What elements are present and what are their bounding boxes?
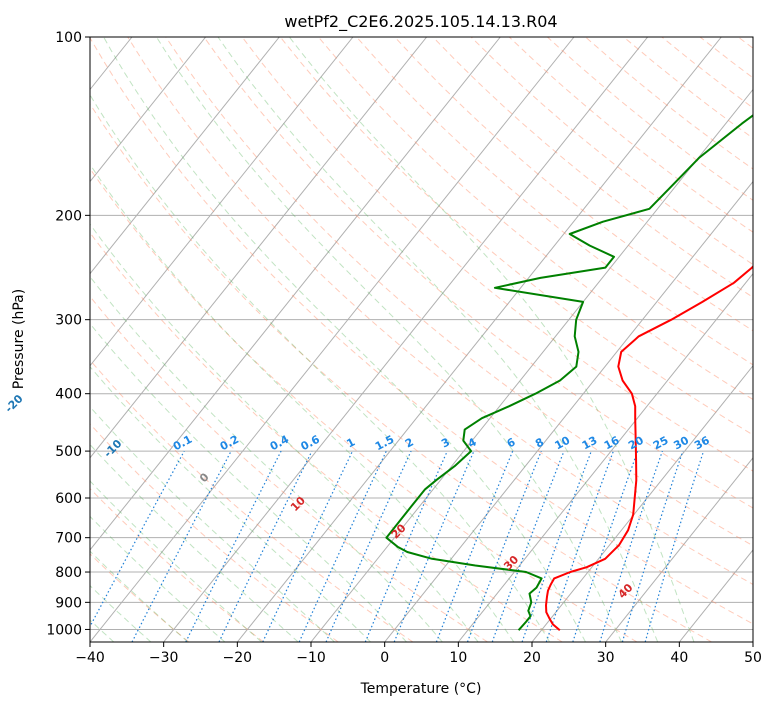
y-tick-label: 900: [55, 595, 82, 611]
moist-adiabat: [0, 37, 225, 642]
dry-adiabat-label: 20: [389, 521, 409, 541]
moist-adiabat: [0, 37, 335, 642]
dry-adiabat-label: 0: [197, 470, 212, 485]
dry-adiabat: [357, 37, 775, 642]
y-tick-label: 800: [55, 565, 82, 581]
moist-adiabat: [18, 37, 514, 642]
x-tick-label: 20: [523, 650, 541, 666]
y-tick-label: 100: [55, 30, 82, 46]
chart-title: wetPf2_C2E6.2025.105.14.13.R04: [284, 12, 557, 32]
y-tick-label: 1000: [46, 622, 82, 638]
moist-adiabat: [0, 37, 442, 642]
y-tick-label: 300: [55, 313, 82, 329]
y-tick-label: 600: [55, 491, 82, 507]
dry-adiabat: [166, 37, 775, 642]
x-tick-label: −10: [296, 650, 326, 666]
mixing-ratio-label: 16: [602, 434, 622, 453]
isotherm: [458, 37, 775, 642]
mixing-ratio-line: [82, 451, 184, 642]
dry-adiabat: [0, 37, 264, 642]
dewpoint-profile: [386, 37, 775, 630]
dry-adiabat: [395, 37, 775, 642]
x-tick-label: 0: [380, 650, 389, 666]
mixing-ratio-label: 0.2: [218, 433, 241, 454]
mixing-ratio-line: [436, 451, 512, 642]
mixing-ratio-label: 25: [651, 434, 671, 453]
x-tick-label: 40: [670, 650, 688, 666]
x-tick-label: −30: [149, 650, 179, 666]
dry-adiabat: [0, 37, 562, 642]
dry-adiabat-label: -20: [2, 392, 25, 415]
dry-adiabat: [433, 37, 775, 642]
mixing-ratio-label: 30: [671, 434, 691, 453]
moist-adiabat: [0, 37, 407, 642]
mixing-ratio-label: 0.6: [299, 433, 323, 454]
moist-adiabat: [218, 37, 658, 642]
moist-adiabat: [58, 37, 550, 642]
y-tick-label: 400: [55, 387, 82, 403]
dry-adiabat: [0, 37, 488, 642]
mixing-ratio-label: 20: [626, 434, 646, 453]
moist-adiabat: [157, 37, 622, 642]
x-tick-label: 50: [744, 650, 762, 666]
x-tick-label: −20: [223, 650, 253, 666]
mixing-ratio-label: 6: [505, 435, 518, 450]
mixing-ratio-label: 0.1: [171, 433, 194, 454]
isotherm: [0, 37, 279, 642]
y-tick-label: 700: [55, 531, 82, 547]
dry-adiabat: [547, 37, 775, 642]
mixing-ratio-label: 1: [344, 435, 357, 450]
mixing-ratio-line: [219, 451, 312, 642]
mixing-ratio-line: [299, 451, 386, 642]
mixing-ratio-line: [645, 451, 703, 642]
mixing-ratio-line: [263, 451, 353, 642]
moist-adiabat: [0, 37, 188, 642]
x-tick-label: 10: [449, 650, 467, 666]
isotherm: [0, 37, 427, 642]
mixing-ratio-label: 10: [553, 434, 573, 453]
y-tick-label: 200: [55, 208, 82, 224]
isotherm: [679, 37, 775, 642]
isotherm: [0, 37, 206, 642]
x-tick-label: −40: [75, 650, 105, 666]
isotherm: [753, 37, 775, 642]
mixing-ratio-label: 0.4: [268, 433, 292, 454]
dry-adiabat: [90, 37, 775, 642]
moist-adiabat: [0, 37, 298, 642]
isotherm: [0, 37, 58, 642]
x-axis-label: Temperature (°C): [360, 681, 482, 697]
y-tick-label: 500: [55, 444, 82, 460]
moist-adiabat: [0, 37, 262, 642]
dry-adiabat: [13, 37, 637, 642]
y-axis-label: Pressure (hPa): [11, 289, 27, 389]
dry-adiabat: [471, 37, 775, 642]
isotherm: [311, 37, 775, 642]
dry-adiabat: [318, 37, 775, 642]
mixing-ratio-label: 1.5: [373, 433, 396, 454]
moist-adiabat: [104, 37, 586, 642]
temperature-profile: [546, 37, 775, 630]
dry-adiabat: [242, 37, 775, 642]
isotherm: [16, 37, 500, 642]
isotherm: [606, 37, 775, 642]
isotherm: [237, 37, 721, 642]
isotherm: [0, 37, 353, 642]
x-tick-label: 30: [597, 650, 615, 666]
dry-adiabat: [738, 37, 775, 642]
